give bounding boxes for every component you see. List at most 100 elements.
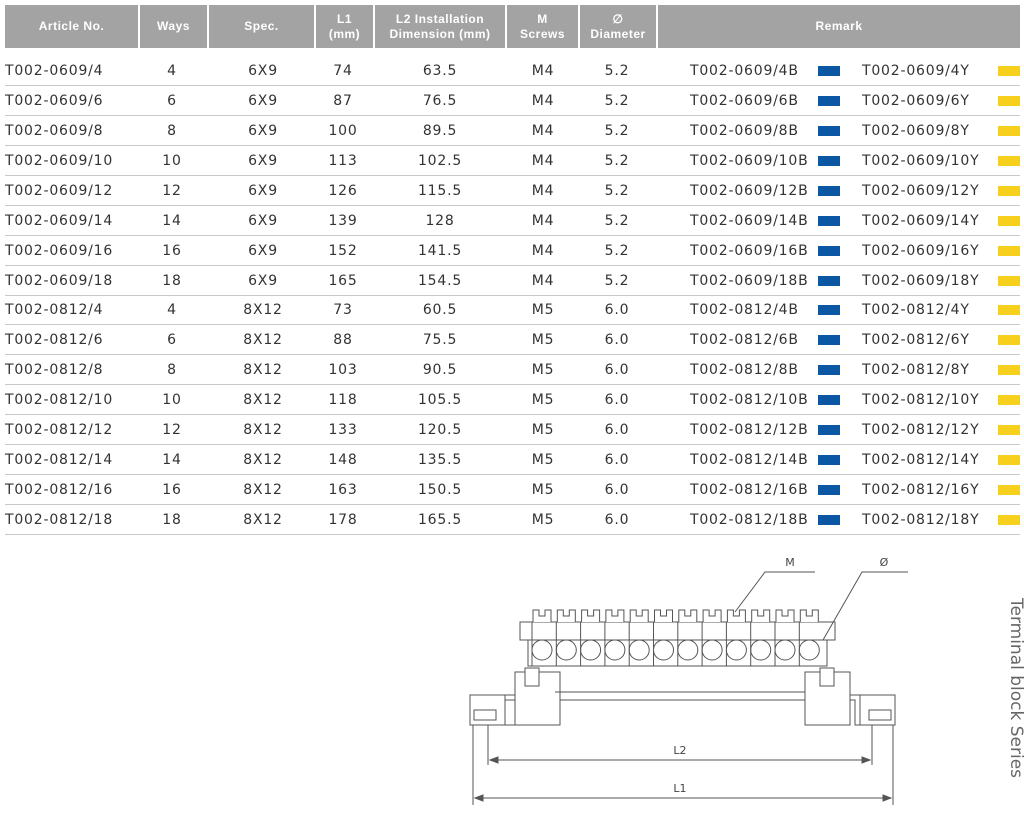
color-swatch [998, 425, 1020, 436]
table-cell: M4 [531, 92, 555, 109]
table-cell: 14 [162, 452, 182, 469]
row-separator [5, 294, 1020, 296]
header-text: Screws [519, 26, 566, 41]
table-cell: 6X9 [248, 182, 278, 199]
table-cell: M5 [531, 482, 555, 499]
table-cell: T002-0812/14Y [862, 452, 980, 469]
table-cell: 63.5 [422, 63, 458, 79]
table-cell: 4 [167, 302, 177, 319]
row-separator [5, 354, 1020, 356]
header-text: Diameter [590, 26, 646, 41]
screw-tab [556, 609, 576, 622]
color-swatch [818, 66, 840, 76]
table-cell: T002-0812/8Y [862, 362, 970, 379]
header-text: Dimension (mm) [389, 26, 491, 41]
color-swatch [818, 514, 840, 525]
table-cell: M4 [531, 242, 555, 259]
table-cell: T002-0812/8B [690, 362, 799, 379]
table-cell: 10 [162, 392, 182, 409]
header-cell: L1 (mm) [316, 5, 373, 48]
table-cell: 6.0 [604, 362, 630, 379]
table-cell: 18 [162, 272, 182, 289]
header-text: L2 Installation [395, 11, 485, 26]
table-cell: 102.5 [417, 152, 463, 169]
table-cell: 90.5 [422, 362, 458, 379]
label-diameter: Ø [880, 556, 889, 569]
table-cell: T002-0812/14B [690, 452, 809, 469]
table-cell: 14 [162, 212, 182, 229]
screw-tab [532, 609, 552, 622]
row-separator [5, 85, 1020, 86]
table-cell: M5 [531, 302, 555, 319]
table-cell: 8X12 [243, 422, 283, 439]
table-cell: 6X9 [248, 122, 278, 139]
table-cell: 74 [333, 63, 353, 79]
table-cell: M5 [531, 332, 555, 349]
table-cell: 139 [328, 212, 358, 229]
table-cell: T002-0609/4 [5, 63, 104, 79]
color-swatch [818, 305, 840, 316]
header-text: (mm) [328, 26, 361, 41]
screw-tab [775, 609, 795, 622]
table-cell: T002-0812/18B [690, 511, 809, 528]
table-cell: T002-0812/4Y [862, 302, 970, 319]
color-swatch [818, 395, 840, 406]
table-cell: 165.5 [417, 511, 463, 528]
table-cell: 6.0 [604, 392, 630, 409]
table-cell: T002-0609/10 [5, 152, 114, 169]
header-text: Spec. [244, 19, 279, 33]
table-cell: 89.5 [422, 122, 458, 139]
table-cell: T002-0609/14Y [862, 212, 980, 229]
row-separator [5, 474, 1020, 476]
table-cell: T002-0812/4B [690, 302, 799, 319]
header-cell: Remark [658, 5, 1020, 48]
table-cell: 8X12 [243, 452, 283, 469]
header-cell: Spec. [209, 5, 314, 48]
color-swatch [998, 185, 1020, 196]
header-text: ∅ [612, 11, 624, 26]
row-separator [5, 144, 1020, 146]
color-swatch [998, 335, 1020, 346]
table-cell: 16 [162, 242, 182, 259]
table-cell: 4 [167, 63, 177, 79]
header-text: L1 [336, 11, 352, 26]
table-cell: 6X9 [248, 212, 278, 229]
table-cell: M5 [531, 362, 555, 379]
row-separator [5, 384, 1020, 386]
table-cell: M4 [531, 122, 555, 139]
table-cell: 113 [328, 152, 358, 169]
table-cell: M4 [531, 212, 555, 229]
color-swatch [998, 514, 1020, 525]
table-cell: 8X12 [243, 511, 283, 528]
spec-table: Article No. Ways Spec. L1 (mm) L2 Installatio… [5, 5, 1020, 535]
table-cell: 126 [328, 182, 358, 199]
table-cell: 5.2 [604, 212, 630, 229]
color-swatch [998, 275, 1020, 286]
table-cell: T002-0812/6B [690, 332, 799, 349]
table-cell: T002-0812/18 [5, 511, 114, 528]
table-cell: T002-0609/16 [5, 242, 114, 259]
table-cell: 178 [328, 511, 358, 528]
screw-tab [605, 609, 625, 622]
header-cell: M Screws [507, 5, 578, 48]
table-cell: T002-0812/10Y [862, 392, 980, 409]
table-cell: 5.2 [604, 242, 630, 259]
color-swatch [998, 395, 1020, 406]
table-cell: 8X12 [243, 482, 283, 499]
header-cell: ∅ Diameter [580, 5, 656, 48]
header-text: M [537, 11, 548, 26]
table-cell: 115.5 [417, 182, 463, 199]
table-cell: T002-0609/10Y [862, 152, 980, 169]
table-cell: 8X12 [243, 302, 283, 319]
screw-tab [751, 609, 771, 622]
table-cell: 8 [167, 122, 177, 139]
header-text: Article No. [38, 19, 105, 33]
screw-tab [629, 609, 649, 622]
header-text: Ways [157, 19, 190, 33]
table-cell: 6.0 [604, 332, 630, 349]
table-cell: 118 [328, 392, 358, 409]
table-cell: 6X9 [248, 92, 278, 109]
table-cell: 6.0 [604, 302, 630, 319]
table-cell: T002-0812/12Y [862, 422, 980, 439]
table-cell: T002-0812/4 [5, 302, 104, 319]
